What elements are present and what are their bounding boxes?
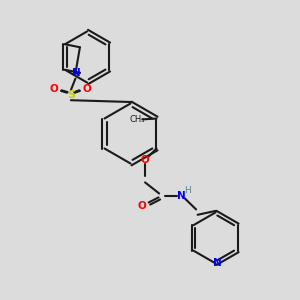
Text: H: H (184, 186, 191, 195)
Text: O: O (141, 155, 149, 165)
Text: S: S (67, 90, 75, 100)
Text: O: O (83, 83, 92, 94)
Text: CH₃: CH₃ (130, 116, 145, 124)
Text: O: O (50, 83, 58, 94)
Text: N: N (72, 68, 81, 79)
Text: N: N (177, 191, 185, 201)
Text: N: N (213, 258, 221, 268)
Text: O: O (138, 201, 146, 211)
